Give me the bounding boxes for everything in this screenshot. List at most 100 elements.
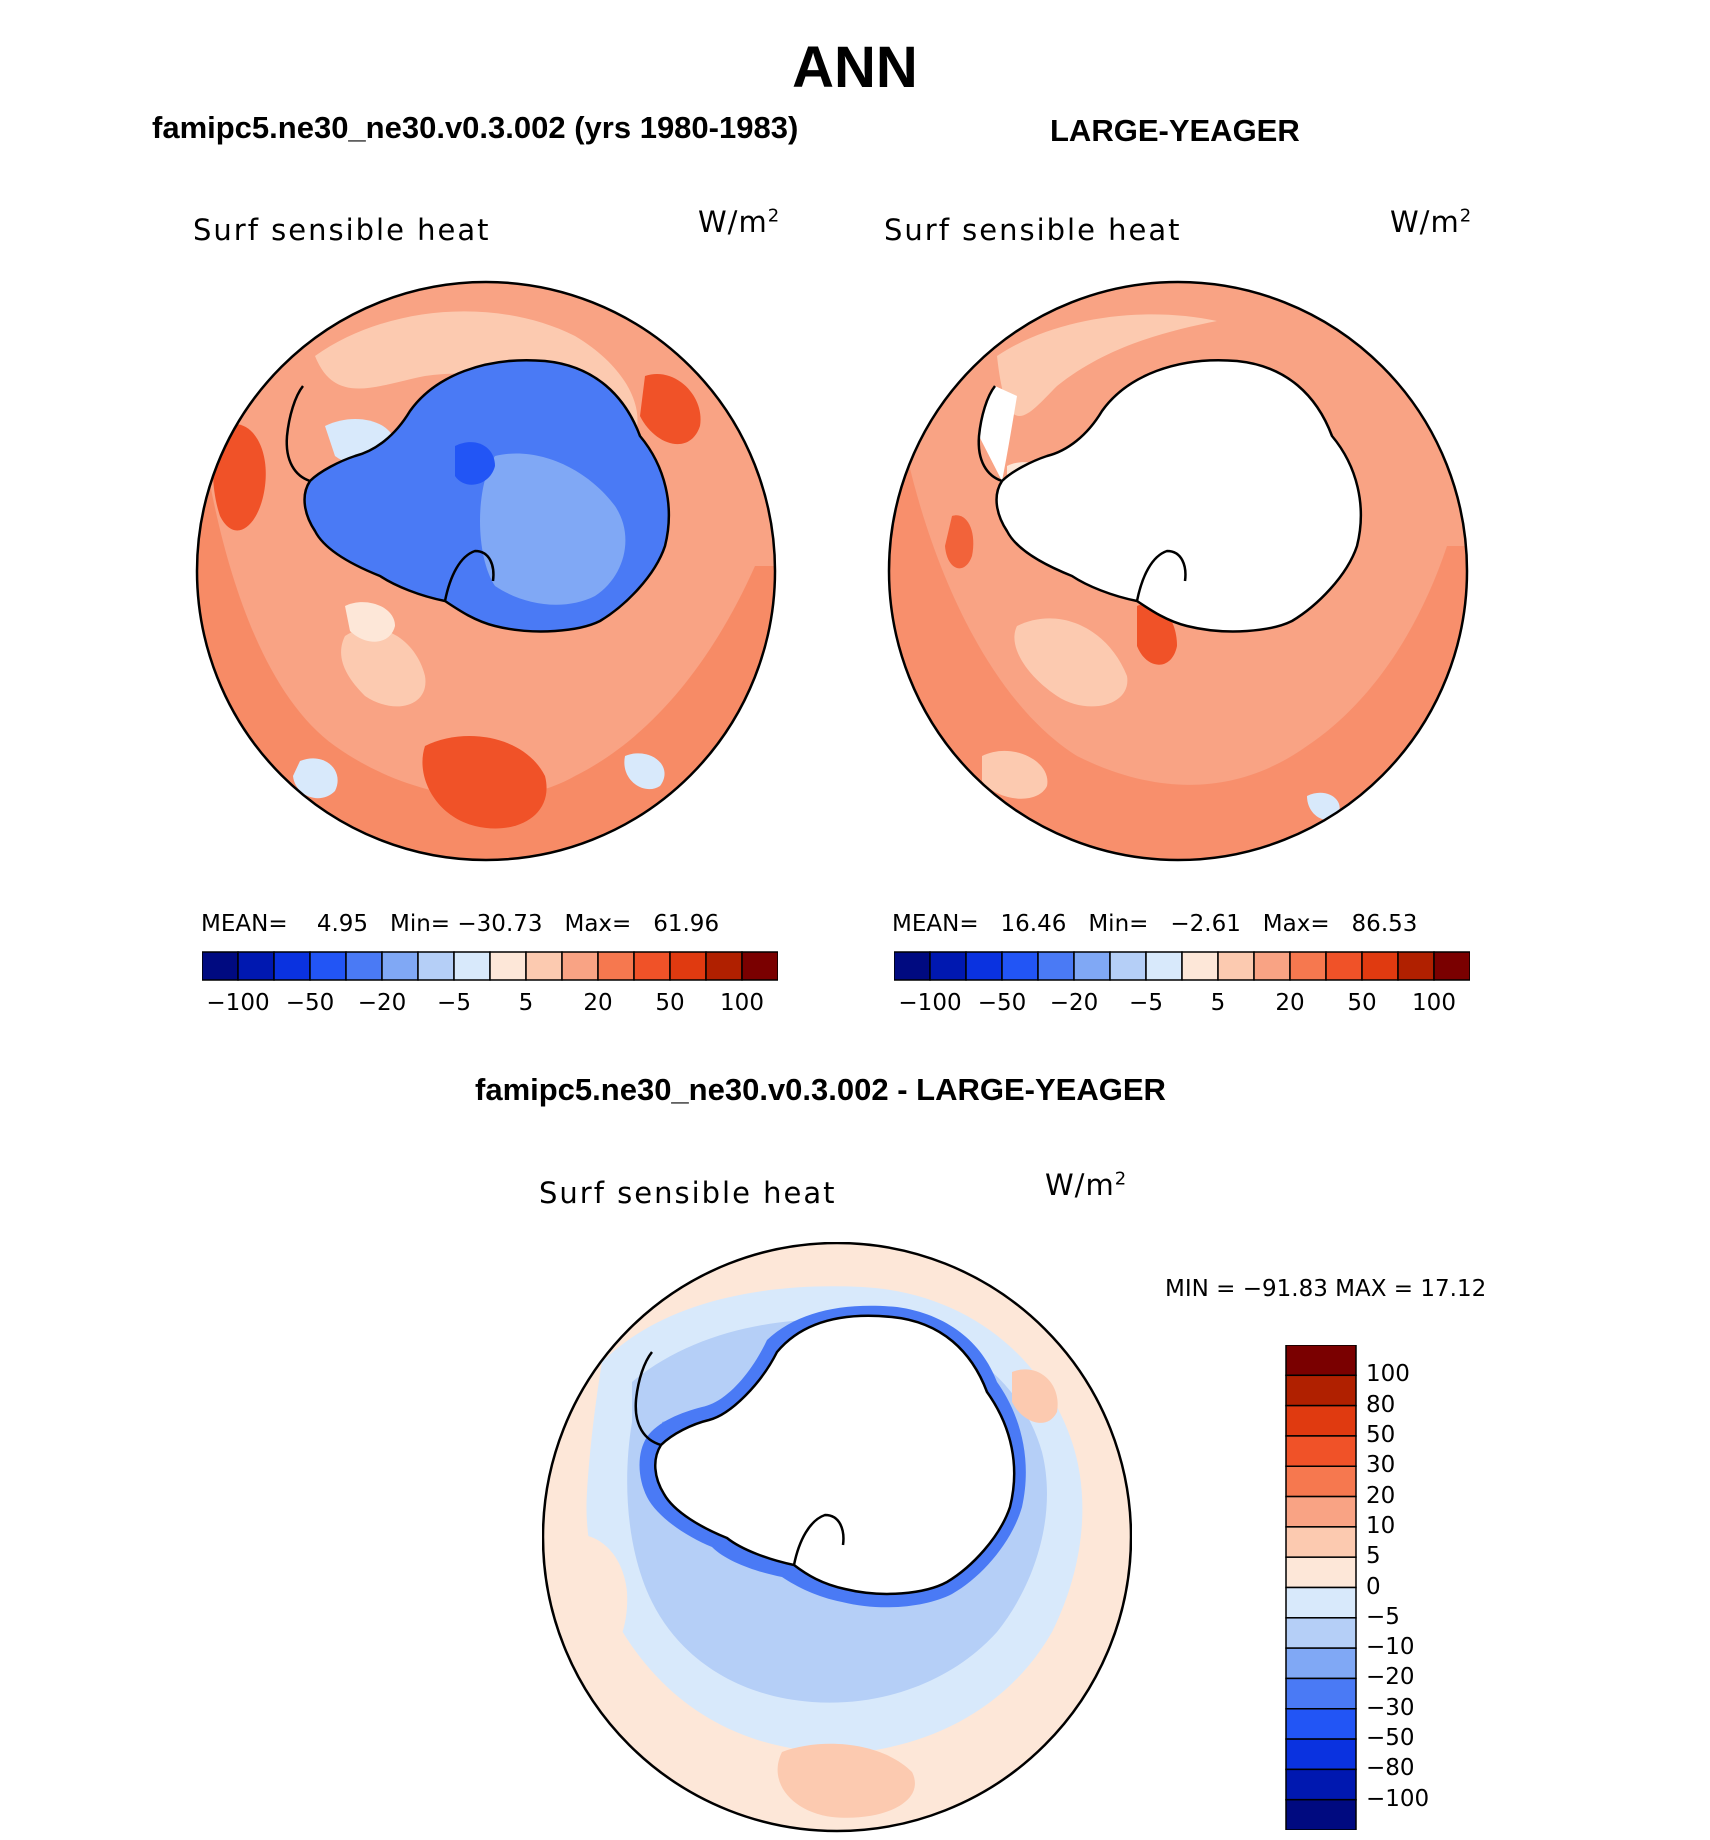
colorbar-box <box>633 951 671 981</box>
colorbar-box <box>1285 1556 1357 1589</box>
panel1-variable-label: Surf sensible heat <box>193 213 491 247</box>
colorbar-tick-label: −5 <box>1129 990 1163 1016</box>
colorbar-box <box>1325 951 1363 981</box>
colorbar-tick-label: 50 <box>655 990 685 1016</box>
map1-cool-faint-b <box>293 758 338 799</box>
colorbar-box <box>1217 951 1255 981</box>
map1-antarctica-deep <box>455 442 495 485</box>
colorbar-tick-label: 0 <box>1366 1573 1381 1600</box>
colorbar-box <box>1285 1586 1357 1619</box>
map3-rosssea-coast <box>792 1513 845 1566</box>
panel3-units: W/m2 <box>1045 1168 1128 1202</box>
colorbar-box <box>489 951 527 981</box>
colorbar-tick-label: −100 <box>898 990 962 1016</box>
colorbar-tick-label: 20 <box>583 990 613 1016</box>
panel1-south-polar-map <box>195 280 777 862</box>
map3-antarctica-mask <box>655 1315 1015 1594</box>
colorbar-box <box>1001 951 1039 981</box>
colorbar-box <box>237 951 275 981</box>
colorbar-box <box>705 951 743 981</box>
colorbar-tick-label: −100 <box>1366 1785 1430 1812</box>
colorbar-box <box>1285 1345 1357 1377</box>
panel2-units: W/m2 <box>1390 205 1473 239</box>
colorbar-box <box>1285 1617 1357 1649</box>
colorbar-tick-label: −80 <box>1366 1755 1415 1782</box>
map1-faint-patch <box>345 602 395 642</box>
panel3-colorbar <box>1285 1345 1357 1830</box>
panel2-title: LARGE-YEAGER <box>1050 113 1300 148</box>
panel2-colorbar <box>894 951 1470 981</box>
map1-strong-patch-c <box>640 374 701 445</box>
colorbar-tick-label: −50 <box>285 990 335 1016</box>
map2-light-arc <box>997 314 1217 416</box>
colorbar-box <box>345 951 383 981</box>
colorbar-tick-label: 5 <box>1210 990 1226 1016</box>
colorbar-box <box>741 951 778 981</box>
colorbar-box <box>273 951 311 981</box>
panel3-title: famipc5.ne30_ne30.v0.3.002 - LARGE-YEAGE… <box>475 1072 1166 1107</box>
map2-light-patch-b <box>982 750 1048 799</box>
colorbar-tick-label: −5 <box>437 990 471 1016</box>
colorbar-box <box>1073 951 1111 981</box>
colorbar-tick-label: −10 <box>1366 1634 1415 1661</box>
colorbar-box <box>1285 1465 1357 1498</box>
map2-cool-faint <box>1307 792 1340 820</box>
colorbar-box <box>1285 1495 1357 1528</box>
colorbar-tick-label: 30 <box>1366 1452 1396 1479</box>
map2-peninsula-mask <box>979 386 1017 481</box>
colorbar-box <box>894 951 931 981</box>
map2-light-patch-a <box>1014 618 1128 707</box>
map3-coastline <box>654 1314 1016 1596</box>
colorbar-tick-label: −30 <box>1366 1694 1415 1721</box>
map1-cool-faint-c <box>624 753 665 790</box>
colorbar-box <box>1285 1647 1357 1680</box>
colorbar-box <box>965 951 1003 981</box>
map3-warm-light-patch <box>777 1743 915 1818</box>
colorbar-box <box>597 951 635 981</box>
map2-peninsula-coast <box>977 385 1003 483</box>
colorbar-box <box>202 951 239 981</box>
colorbar-tick-label: −50 <box>977 990 1027 1016</box>
colorbar-tick-label: −20 <box>357 990 407 1016</box>
colorbar-tick-label: 5 <box>1366 1543 1381 1570</box>
colorbar-box <box>1253 951 1291 981</box>
colorbar-tick-label: 20 <box>1366 1482 1396 1509</box>
panel3-colorbar-labels: 100 80 50 30 20 10 5 0 −5 −10 −20 −30 −50 −80 −100 <box>1362 1345 1452 1830</box>
colorbar-box <box>1397 951 1435 981</box>
panel3-south-polar-map <box>542 1242 1132 1833</box>
colorbar-box <box>1285 1677 1357 1710</box>
map1-rosssea-coast <box>443 549 495 602</box>
colorbar-box <box>381 951 419 981</box>
colorbar-tick-label: 20 <box>1275 990 1305 1016</box>
panel1-title: famipc5.ne30_ne30.v0.3.002 (yrs 1980-198… <box>152 110 799 145</box>
colorbar-box <box>1285 1738 1357 1771</box>
colorbar-tick-label: 80 <box>1366 1391 1396 1418</box>
colorbar-tick-label: 100 <box>1412 990 1456 1016</box>
colorbar-box <box>525 951 563 981</box>
colorbar-box <box>1285 1708 1357 1740</box>
colorbar-tick-label: 100 <box>720 990 764 1016</box>
map1-strong-patch-a <box>422 736 547 829</box>
map3-warm-faint-patch-a <box>550 1534 628 1674</box>
panel2-south-polar-map <box>887 280 1469 862</box>
colorbar-box <box>669 951 707 981</box>
colorbar-box <box>929 951 967 981</box>
figure-title: ANN <box>792 35 918 100</box>
map1-strong-patch-b <box>213 424 266 531</box>
colorbar-tick-label: 50 <box>1347 990 1377 1016</box>
colorbar-box <box>1285 1768 1357 1801</box>
map1-peninsula-coast <box>285 385 311 483</box>
colorbar-tick-label: −20 <box>1366 1664 1415 1691</box>
colorbar-tick-label: 50 <box>1366 1421 1396 1448</box>
colorbar-tick-label: 5 <box>518 990 534 1016</box>
panel2-stats: MEAN= 16.46 Min= −2.61 Max= 86.53 <box>892 911 1418 937</box>
map1-antarctica-light <box>480 453 626 605</box>
map1-light-patch <box>341 628 426 707</box>
colorbar-box <box>1433 951 1470 981</box>
colorbar-box <box>1289 951 1327 981</box>
panel3-min-max: MIN = −91.83 MAX = 17.12 <box>1165 1276 1487 1302</box>
panel1-colorbar <box>202 951 778 981</box>
colorbar-box <box>453 951 491 981</box>
panel2-colorbar-labels: −100 −50 −20 −5 5 20 50 100 <box>894 990 1470 1020</box>
panel3-variable-label: Surf sensible heat <box>539 1176 837 1210</box>
